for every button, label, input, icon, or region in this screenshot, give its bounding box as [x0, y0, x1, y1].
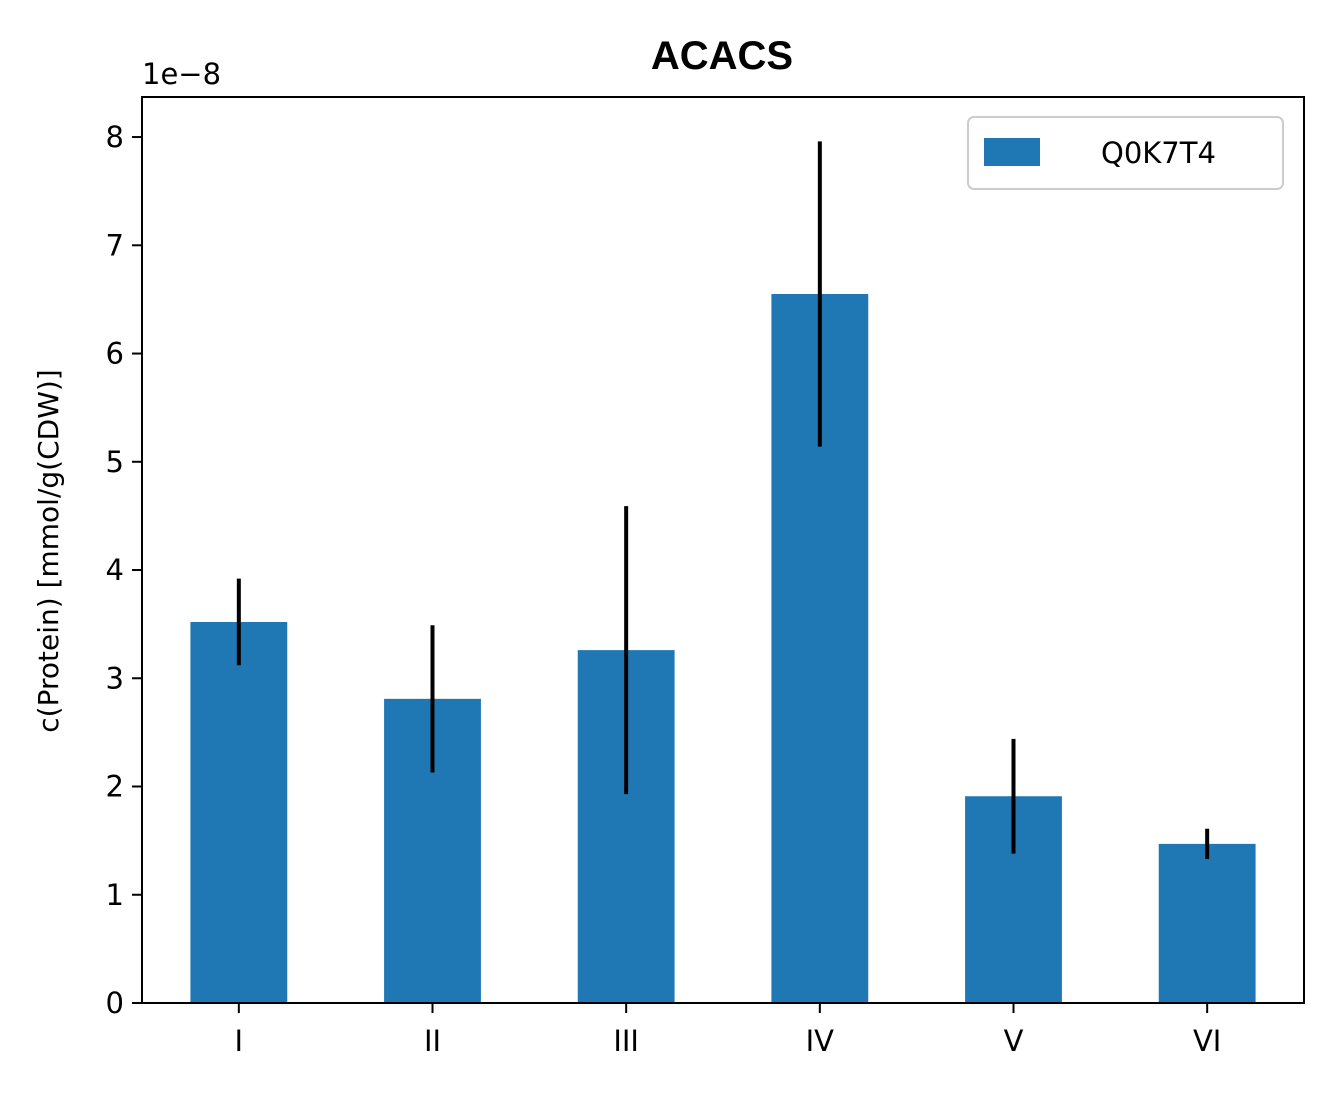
y-tick-label: 2 [106, 770, 124, 804]
error-bars-group [236, 141, 1210, 860]
x-tick-label: I [235, 1024, 244, 1058]
x-tick-label: V [1004, 1024, 1024, 1058]
y-tick-label: 0 [106, 986, 124, 1020]
x-tick-label: III [613, 1024, 639, 1058]
legend-box [967, 116, 1284, 190]
bar-VI [1158, 843, 1256, 1003]
y-tick-label: 5 [106, 445, 124, 479]
legend: Q0K7T4 [967, 116, 1284, 190]
x-tick-label: IV [806, 1024, 835, 1058]
axis-offset-label: 1e−8 [142, 57, 221, 91]
plot-frame [141, 96, 1305, 1004]
y-axis-label: c(Protein) [mmol/g(CDW)] [32, 369, 65, 732]
x-tick-label: VI [1193, 1024, 1221, 1058]
x-axis-ticks: I II III IV V VI [235, 1003, 1221, 1058]
legend-label: Q0K7T4 [1101, 136, 1216, 170]
y-axis-ticks: 0 1 2 3 4 5 6 7 8 [106, 120, 142, 1020]
bar-I [190, 621, 288, 1003]
y-tick-label: 7 [106, 228, 124, 262]
y-tick-label: 1 [106, 878, 124, 912]
y-tick-label: 4 [106, 553, 124, 587]
x-tick-label: II [424, 1024, 441, 1058]
bars-group [190, 294, 1256, 1004]
legend-swatch [984, 138, 1040, 166]
y-tick-label: 6 [106, 337, 124, 371]
y-tick-label: 8 [106, 120, 124, 154]
chart-title: ACACS [651, 34, 793, 78]
y-tick-label: 3 [106, 661, 124, 695]
